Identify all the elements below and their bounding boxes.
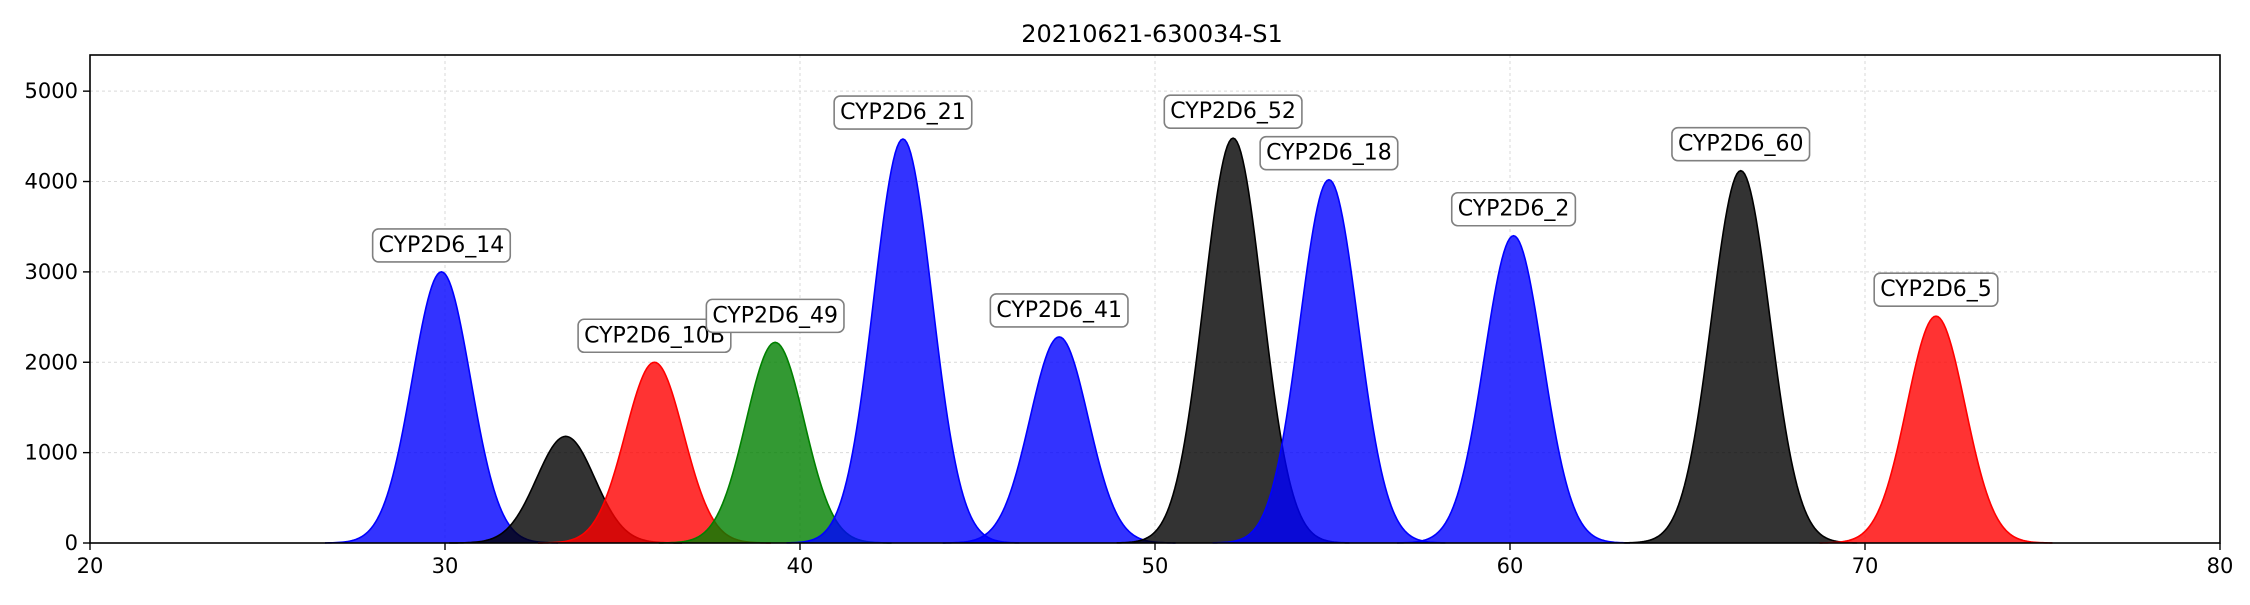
peak-label-text: CYP2D6_60 xyxy=(1678,132,1804,157)
peak-fill-CYP2D6_10B xyxy=(538,362,771,543)
peak-label-text: CYP2D6_49 xyxy=(712,303,838,328)
peak-label-text: CYP2D6_52 xyxy=(1170,99,1296,124)
peak-label-box xyxy=(1259,135,1399,171)
peak-fill-CYP2D6_14 xyxy=(325,271,558,543)
x-tick-label: 80 xyxy=(2207,554,2234,578)
peak-fill-CYP2D6_2 xyxy=(1397,235,1630,544)
y-tick-label: 1000 xyxy=(25,441,78,465)
peak-fill-CYP2D6_21 xyxy=(786,139,1020,544)
peak-label-box xyxy=(371,228,512,263)
peak-label-CYP2D6_21: CYP2D6_21 xyxy=(833,95,973,130)
peak-outline-CYP2D6_5 xyxy=(1819,315,2053,544)
peak-label-CYP2D6_14: CYP2D6_14 xyxy=(371,228,512,263)
peak-label-CYP2D6_18: CYP2D6_18 xyxy=(1259,135,1399,171)
peak-label-text: CYP2D6_18 xyxy=(1266,141,1392,166)
peak-outline-CYP2D6_60 xyxy=(1624,169,1858,544)
peak-label-box xyxy=(1450,191,1577,227)
peak-label-box xyxy=(1163,94,1303,129)
peak-fill-CYP2D6_49 xyxy=(658,342,892,543)
peak-fill-CYP2D6_41 xyxy=(942,336,1176,543)
x-tick-label: 30 xyxy=(432,554,459,578)
peak-label-CYP2D6_41: CYP2D6_41 xyxy=(989,293,1129,328)
peak-label-text: CYP2D6_5 xyxy=(1880,277,1992,302)
chart-title: 20210621-630034-S1 xyxy=(1021,20,1283,48)
peak-label-CYP2D6_52: CYP2D6_52 xyxy=(1163,94,1303,129)
y-tick-label: 2000 xyxy=(25,350,78,374)
peak-outline-CYP2D6_21 xyxy=(786,138,1020,544)
peak-fill-CYP2D6_5 xyxy=(1819,316,2053,543)
peak-fill-CYP2D6_52 xyxy=(1116,138,1350,543)
peak-label-box xyxy=(833,95,973,130)
x-tick-label: 40 xyxy=(787,554,814,578)
x-tick-label: 20 xyxy=(77,554,104,578)
x-tick-label: 50 xyxy=(1142,554,1169,578)
peak-label-CYP2D6_10B: CYP2D6_10B xyxy=(577,318,732,354)
peak-label-box xyxy=(1873,272,1999,307)
peak-label-box xyxy=(705,298,845,334)
peak-label-text: CYP2D6_21 xyxy=(840,100,966,125)
peak-label-text: CYP2D6_10B xyxy=(584,323,725,348)
y-tick-label: 4000 xyxy=(25,170,78,194)
peak-label-text: CYP2D6_14 xyxy=(379,233,505,258)
peak-outline-CYP2D6_18 xyxy=(1212,178,1446,544)
peak-label-text: CYP2D6_41 xyxy=(996,298,1122,323)
peak-outline-CYP2D6_2 xyxy=(1397,234,1631,544)
peaks-layer xyxy=(324,137,2053,544)
peak-label-box xyxy=(1671,126,1811,162)
peak-label-CYP2D6_5: CYP2D6_5 xyxy=(1873,272,1999,307)
axes-layer: 20 30 40 50 60 70 80 0 1000 2000 3000 4000 5000 xyxy=(25,54,2234,578)
peak-label-CYP2D6_60: CYP2D6_60 xyxy=(1671,126,1811,162)
y-tick-label: 3000 xyxy=(25,260,78,284)
peak-fill-CYP2D6_18 xyxy=(1212,179,1446,543)
x-tick-label: 60 xyxy=(1497,554,1524,578)
y-tick-label: 5000 xyxy=(25,79,78,103)
peak-label-CYP2D6_49: CYP2D6_49 xyxy=(705,298,845,334)
x-tick-label: 70 xyxy=(1852,554,1879,578)
peak-label-box xyxy=(989,293,1129,328)
peak-fill-peak-1 xyxy=(449,436,683,543)
peak-label-CYP2D6_2: CYP2D6_2 xyxy=(1450,191,1577,227)
peak-outline-CYP2D6_41 xyxy=(942,336,1176,544)
peak-fill-CYP2D6_60 xyxy=(1624,170,1858,544)
y-tick-label: 0 xyxy=(65,531,78,555)
peak-label-box xyxy=(577,318,732,354)
peak-label-text: CYP2D6_2 xyxy=(1458,197,1570,222)
